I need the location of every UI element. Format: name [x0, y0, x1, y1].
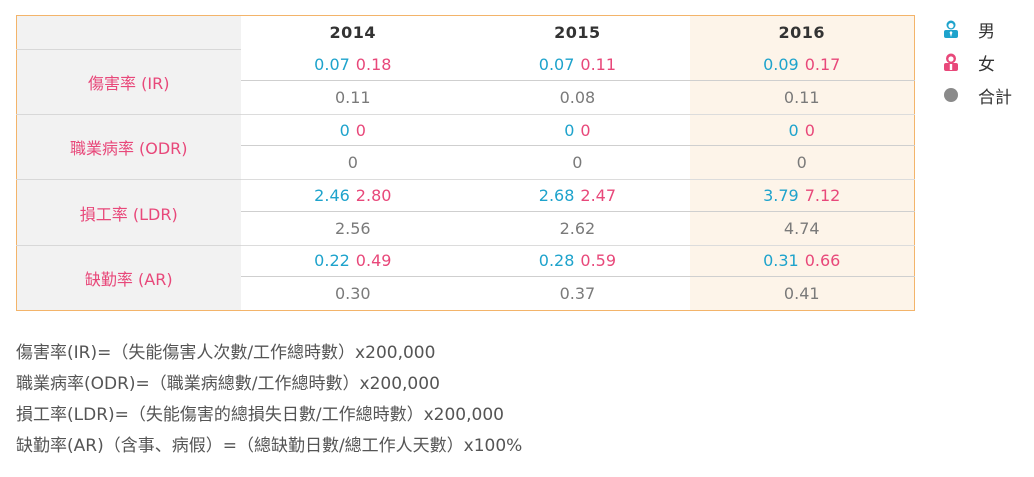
total-value: 2.62	[465, 211, 690, 246]
metric-label: 損工率 (LDR)	[16, 179, 241, 246]
legend-label: 合計	[978, 87, 1012, 108]
total-value: 2.56	[240, 211, 466, 246]
formula-ldr: 損工率(LDR)=（失能傷害的總損失日數/工作總時數）x200,000	[16, 405, 504, 425]
female-value: 7.12	[804, 186, 841, 205]
header-corner	[16, 15, 241, 50]
female-value: 0.49	[355, 251, 392, 271]
legend: 男 女 合計	[940, 18, 1012, 117]
year-header: 2016	[689, 15, 915, 50]
female-value: 0.66	[804, 251, 841, 271]
total-value: 0	[240, 145, 466, 181]
total-value: 0.37	[559, 283, 596, 303]
male-value: 2.46	[314, 186, 350, 205]
gender-values-row: 職業病率 (ODR) 0 0 0 0 0 0	[16, 114, 915, 181]
male-value: 0.28	[538, 251, 575, 271]
male-value: 0	[339, 120, 350, 140]
female-value: 0.59	[580, 251, 617, 271]
metric-label: 職業病率 (ODR)	[16, 114, 241, 181]
gender-values-row: 損工率 (LDR) 2.46 2.80 2.68 2.47 3.79 7.12	[16, 179, 915, 246]
total-value: 0.08	[465, 80, 690, 116]
female-value: 0	[804, 120, 815, 140]
gender-values-cell: 3.79 7.12	[689, 179, 915, 212]
gender-values-cell: 2.46 2.80	[240, 179, 466, 212]
legend-item-male: 男	[940, 18, 1012, 42]
legend-item-total: 合計	[940, 84, 1012, 108]
total-value: 0.30	[334, 283, 371, 303]
male-value: 0	[788, 120, 799, 140]
total-value: 0	[465, 145, 690, 181]
formula-ir: 傷害率(IR)=（失能傷害人次數/工作總時數）x200,000	[16, 343, 436, 363]
female-value: 0.17	[804, 55, 841, 75]
total-value: 0.41	[689, 276, 915, 311]
female-value: 0	[355, 120, 366, 140]
formula-notes: 傷害率(IR)=（失能傷害人次數/工作總時數）x200,000 職業病率(ODR…	[16, 338, 522, 462]
gender-values-cell: 0.07 0.11	[465, 49, 690, 82]
gender-values-cell: 0.07 0.18	[240, 49, 466, 82]
female-person-icon	[940, 51, 962, 73]
year-header: 2015	[554, 23, 601, 43]
gender-values-row: 缺勤率 (AR) 0.22 0.49 0.28 0.59 0.31 0.66	[16, 245, 915, 311]
male-value: 0.07	[314, 55, 350, 75]
female-value: 0	[580, 120, 591, 140]
legend-item-female: 女	[940, 51, 1012, 75]
male-person-icon	[940, 18, 962, 40]
total-values-row: 2.56 2.62 4.74	[17, 211, 915, 246]
female-value: 0.11	[580, 55, 617, 75]
gender-values-cell: 0.28 0.59	[465, 245, 690, 277]
male-value: 0	[564, 120, 575, 140]
gender-values-cell: 2.68 2.47	[465, 179, 690, 212]
gender-values-cell: 0.09 0.17	[689, 49, 915, 82]
total-value: 0.11	[689, 80, 915, 116]
gender-values-row: 傷害率 (IR) 0.07 0.18 0.07 0.11 0.09 0.17	[16, 49, 915, 116]
female-value: 2.80	[355, 186, 392, 205]
total-value: 4.74	[689, 211, 915, 246]
metric-label: 傷害率 (IR)	[16, 49, 241, 116]
formula-ar: 缺勤率(AR)（含事、病假）=（總缺勤日數/總工作人天數）x100%	[16, 436, 523, 456]
total-values-row: 0.30 0.37 0.41	[17, 276, 915, 311]
male-value: 0.31	[763, 251, 799, 271]
safety-statistics-table: 2014 2015 2016 傷害率 (IR) 0.07 0.18 0.07 0.11 0…	[16, 15, 915, 311]
female-value: 0.18	[355, 55, 392, 75]
total-values-row: 0.11 0.08 0.11	[17, 80, 915, 116]
male-value: 3.79	[763, 186, 799, 205]
male-value: 2.68	[538, 186, 575, 205]
legend-label: 女	[978, 54, 995, 75]
formula-odr: 職業病率(ODR)=（職業病總數/工作總時數）x200,000	[16, 374, 440, 394]
legend-label: 男	[978, 21, 995, 42]
year-header-row: 2014 2015 2016	[16, 15, 915, 50]
gender-values-cell: 0.31 0.66	[689, 245, 915, 277]
female-value: 2.47	[580, 186, 617, 205]
metric-label: 缺勤率 (AR)	[16, 245, 241, 311]
male-value: 0.09	[763, 55, 799, 75]
male-value: 0.07	[538, 55, 575, 75]
year-header: 2014	[329, 23, 377, 43]
male-value: 0.22	[314, 251, 350, 271]
gender-values-cell: 0.22 0.49	[240, 245, 466, 277]
total-value: 0.11	[240, 80, 466, 116]
total-dot-icon	[940, 84, 962, 106]
total-value: 0	[689, 145, 915, 181]
